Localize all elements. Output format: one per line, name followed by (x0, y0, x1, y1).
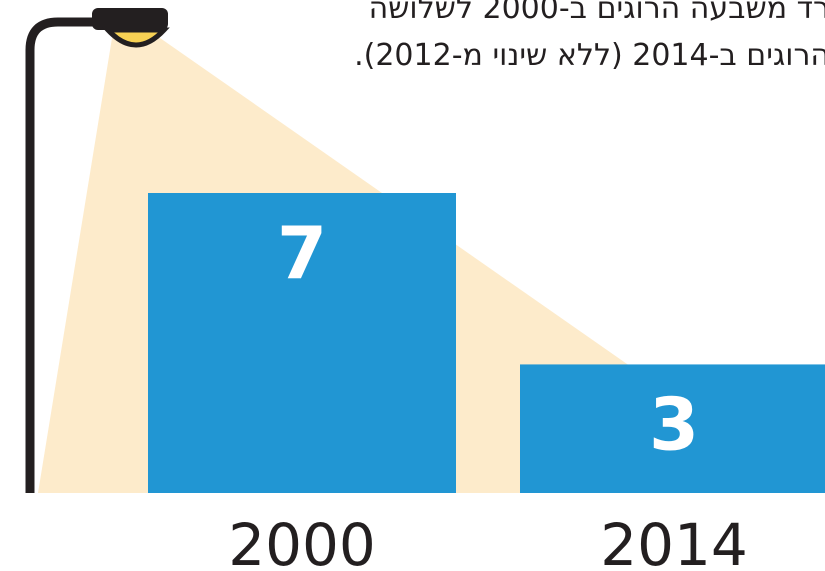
lamp-head (92, 8, 168, 30)
lamp-bulb (102, 27, 170, 48)
value-label: 7 (277, 211, 327, 295)
lamp-pole (25, 17, 100, 493)
x-tick-label: 2000 (228, 511, 376, 571)
bar (520, 364, 825, 493)
annotation: הרוגים ב-2014 (ללא שינוי מ-2012). (354, 38, 825, 73)
bar (148, 193, 456, 493)
x-tick-label: 2014 (600, 511, 748, 571)
annotation: רד משבעה הרוגים ב-2000 לשלושה (369, 0, 825, 26)
value-label: 3 (649, 382, 699, 466)
